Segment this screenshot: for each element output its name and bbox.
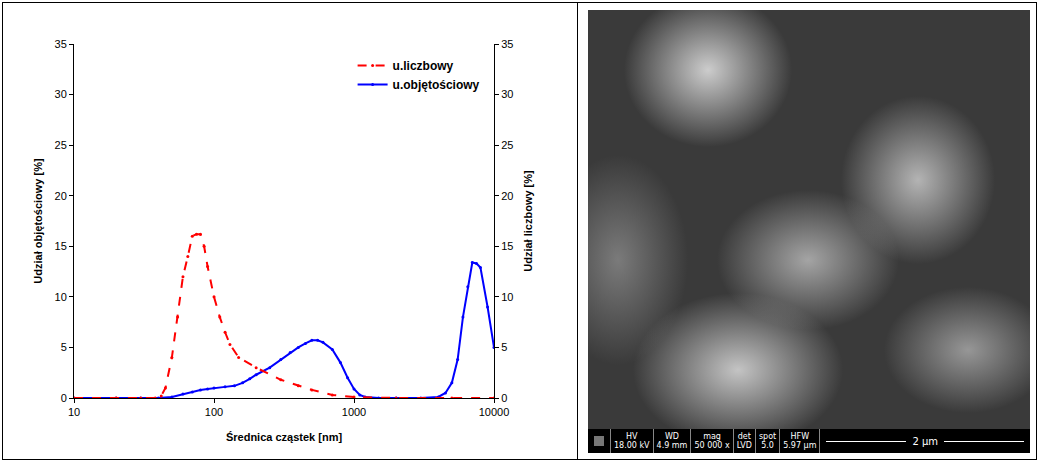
svg-text:5: 5 bbox=[501, 341, 507, 353]
svg-text:35: 35 bbox=[501, 38, 513, 50]
svg-text:1000: 1000 bbox=[342, 406, 366, 418]
svg-text:25: 25 bbox=[501, 139, 513, 151]
svg-text:20: 20 bbox=[501, 190, 513, 202]
html-text:18.00 kV: 18.00 kV bbox=[614, 441, 650, 450]
svg-text:30: 30 bbox=[55, 88, 67, 100]
svg-text:Udział objętościowy [%]: Udział objętościowy [%] bbox=[32, 158, 44, 284]
svg-text:15: 15 bbox=[501, 240, 513, 252]
svg-text:10000: 10000 bbox=[479, 406, 510, 418]
svg-text:15: 15 bbox=[55, 240, 67, 252]
html-text:HFW: HFW bbox=[790, 432, 810, 441]
svg-text:u.objętościowy: u.objętościowy bbox=[393, 78, 480, 92]
svg-text:0: 0 bbox=[61, 392, 67, 404]
svg-text:35: 35 bbox=[55, 38, 67, 50]
svg-text:10: 10 bbox=[501, 291, 513, 303]
svg-text:20: 20 bbox=[55, 190, 67, 202]
html-text:WD: WD bbox=[665, 432, 679, 441]
html-text:spot: spot bbox=[758, 432, 777, 441]
svg-text:5: 5 bbox=[61, 341, 67, 353]
html-text:5.97 µm: 5.97 µm bbox=[783, 441, 817, 450]
html-text:det: det bbox=[737, 432, 751, 441]
svg-text:u.liczbowy: u.liczbowy bbox=[393, 59, 454, 73]
html-text:2 µm: 2 µm bbox=[912, 435, 939, 447]
svg-text:10: 10 bbox=[68, 406, 80, 418]
html-text:mag: mag bbox=[703, 432, 721, 441]
svg-text:30: 30 bbox=[501, 88, 513, 100]
svg-text:Średnica cząstek [nm]: Średnica cząstek [nm] bbox=[226, 431, 342, 443]
svg-text:Udział liczbowy [%]: Udział liczbowy [%] bbox=[522, 170, 534, 272]
svg-text:25: 25 bbox=[55, 139, 67, 151]
html-text:HV: HV bbox=[626, 432, 638, 441]
svg-text:100: 100 bbox=[205, 406, 223, 418]
html-text:5.0: 5.0 bbox=[761, 441, 774, 450]
html-text:LVD: LVD bbox=[736, 441, 752, 450]
html-text:4.9 mm: 4.9 mm bbox=[656, 441, 688, 450]
svg-text:10: 10 bbox=[55, 291, 67, 303]
html-text:50 000 x: 50 000 x bbox=[694, 441, 730, 450]
svg-text:0: 0 bbox=[501, 392, 507, 404]
